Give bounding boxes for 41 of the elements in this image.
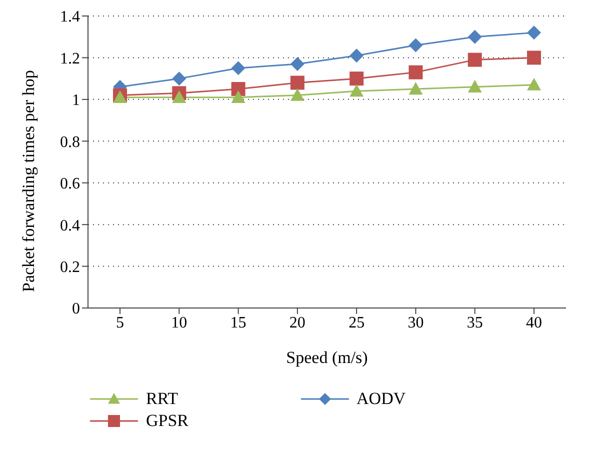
point	[408, 82, 423, 95]
x-tick-label: 25	[348, 314, 365, 332]
point	[350, 48, 364, 63]
point	[527, 26, 541, 40]
point	[231, 61, 246, 76]
x-tick-label: 10	[171, 314, 188, 332]
x-tick-label: 5	[116, 314, 124, 332]
point	[231, 82, 246, 96]
y-axis-title: Packet forwarding times per hop	[19, 70, 38, 292]
point	[290, 76, 304, 90]
x-axis-title: Speed (m/s)	[286, 348, 368, 367]
x-tick-label: 40	[526, 314, 542, 332]
legend-label: AODV	[356, 389, 406, 409]
legend-label: RRT	[146, 389, 178, 409]
point	[290, 56, 304, 71]
y-tick-label: 1.2	[60, 50, 80, 68]
point	[408, 65, 423, 80]
point	[468, 52, 482, 67]
y-tick-label: 1	[72, 92, 80, 110]
point	[527, 50, 541, 65]
legend-label: GPSR	[146, 411, 189, 431]
point	[468, 80, 482, 93]
x-tick-label: 30	[408, 314, 424, 332]
point	[172, 90, 186, 103]
point	[350, 72, 364, 86]
point	[350, 84, 364, 97]
y-tick-label: 0.2	[60, 258, 80, 276]
y-tick-label: 0	[72, 300, 80, 318]
point	[172, 72, 186, 86]
y-tick-label: 0.8	[60, 134, 80, 151]
point	[290, 88, 304, 101]
x-tick-label: 20	[289, 314, 306, 332]
point	[468, 30, 482, 44]
x-tick-label: 35	[466, 314, 483, 332]
y-tick-label: 0.6	[60, 176, 80, 193]
point	[231, 90, 246, 103]
point	[527, 78, 541, 90]
point	[408, 38, 423, 52]
x-tick-label: 15	[230, 314, 246, 332]
y-tick-label: 0.4	[60, 217, 80, 234]
y-tick-label: 1.4	[60, 8, 80, 26]
